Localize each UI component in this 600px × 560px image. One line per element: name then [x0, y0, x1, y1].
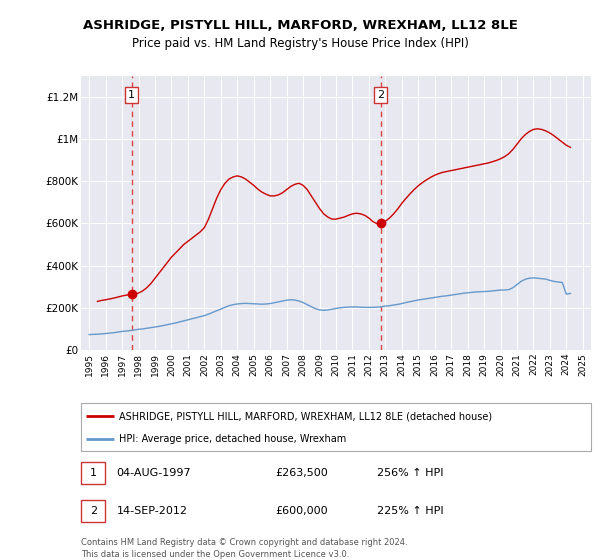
Text: 2: 2: [377, 90, 384, 100]
Text: ASHRIDGE, PISTYLL HILL, MARFORD, WREXHAM, LL12 8LE (detached house): ASHRIDGE, PISTYLL HILL, MARFORD, WREXHAM…: [119, 411, 493, 421]
Text: 14-SEP-2012: 14-SEP-2012: [116, 506, 188, 516]
Text: £600,000: £600,000: [275, 506, 328, 516]
Text: 1: 1: [90, 468, 97, 478]
Text: Contains HM Land Registry data © Crown copyright and database right 2024.: Contains HM Land Registry data © Crown c…: [81, 538, 407, 547]
Text: HPI: Average price, detached house, Wrexham: HPI: Average price, detached house, Wrex…: [119, 434, 347, 444]
Text: This data is licensed under the Open Government Licence v3.0.: This data is licensed under the Open Gov…: [81, 550, 349, 559]
Bar: [81, 500, 106, 522]
Text: 1: 1: [128, 90, 135, 100]
Text: 225% ↑ HPI: 225% ↑ HPI: [377, 506, 443, 516]
Text: 04-AUG-1997: 04-AUG-1997: [116, 468, 191, 478]
Text: Price paid vs. HM Land Registry's House Price Index (HPI): Price paid vs. HM Land Registry's House …: [131, 37, 469, 50]
Text: ASHRIDGE, PISTYLL HILL, MARFORD, WREXHAM, LL12 8LE: ASHRIDGE, PISTYLL HILL, MARFORD, WREXHAM…: [83, 18, 517, 32]
Text: £263,500: £263,500: [275, 468, 328, 478]
Text: 256% ↑ HPI: 256% ↑ HPI: [377, 468, 443, 478]
Text: 2: 2: [89, 506, 97, 516]
Bar: [81, 462, 106, 484]
